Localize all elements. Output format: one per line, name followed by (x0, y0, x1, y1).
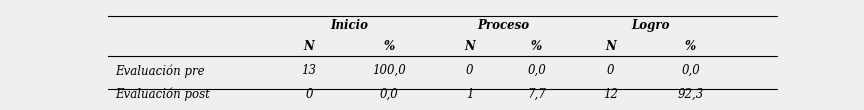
Text: 0: 0 (466, 64, 473, 77)
Text: %: % (531, 40, 542, 53)
Text: %: % (685, 40, 696, 53)
Text: 13: 13 (302, 64, 316, 77)
Text: 12: 12 (603, 88, 618, 101)
Text: 92,3: 92,3 (677, 88, 703, 101)
Text: 0,0: 0,0 (380, 88, 398, 101)
Text: 0,0: 0,0 (681, 64, 700, 77)
Text: N: N (303, 40, 314, 53)
Text: 1: 1 (466, 88, 473, 101)
Text: Logro: Logro (631, 19, 670, 32)
Text: 100,0: 100,0 (372, 64, 406, 77)
Text: 0,0: 0,0 (527, 64, 546, 77)
Text: 0: 0 (305, 88, 313, 101)
Text: Evaluación post: Evaluación post (115, 88, 210, 101)
Text: 7,7: 7,7 (527, 88, 546, 101)
Text: 0: 0 (607, 64, 614, 77)
Text: N: N (464, 40, 475, 53)
Text: %: % (384, 40, 395, 53)
Text: Proceso: Proceso (477, 19, 529, 32)
Text: Evaluación pre: Evaluación pre (115, 64, 204, 78)
Text: N: N (605, 40, 615, 53)
Text: Inicio: Inicio (330, 19, 368, 32)
